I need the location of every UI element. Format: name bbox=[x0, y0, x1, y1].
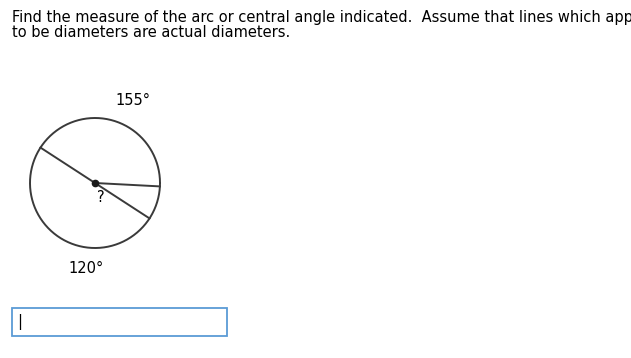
Text: to be diameters are actual diameters.: to be diameters are actual diameters. bbox=[12, 25, 290, 40]
Text: |: | bbox=[17, 314, 22, 330]
Text: 155°: 155° bbox=[115, 93, 150, 108]
Bar bbox=[12, 308, 227, 336]
Text: ?: ? bbox=[97, 190, 105, 205]
Text: Find the measure of the arc or central angle indicated.  Assume that lines which: Find the measure of the arc or central a… bbox=[12, 10, 631, 25]
Text: 120°: 120° bbox=[68, 261, 103, 276]
